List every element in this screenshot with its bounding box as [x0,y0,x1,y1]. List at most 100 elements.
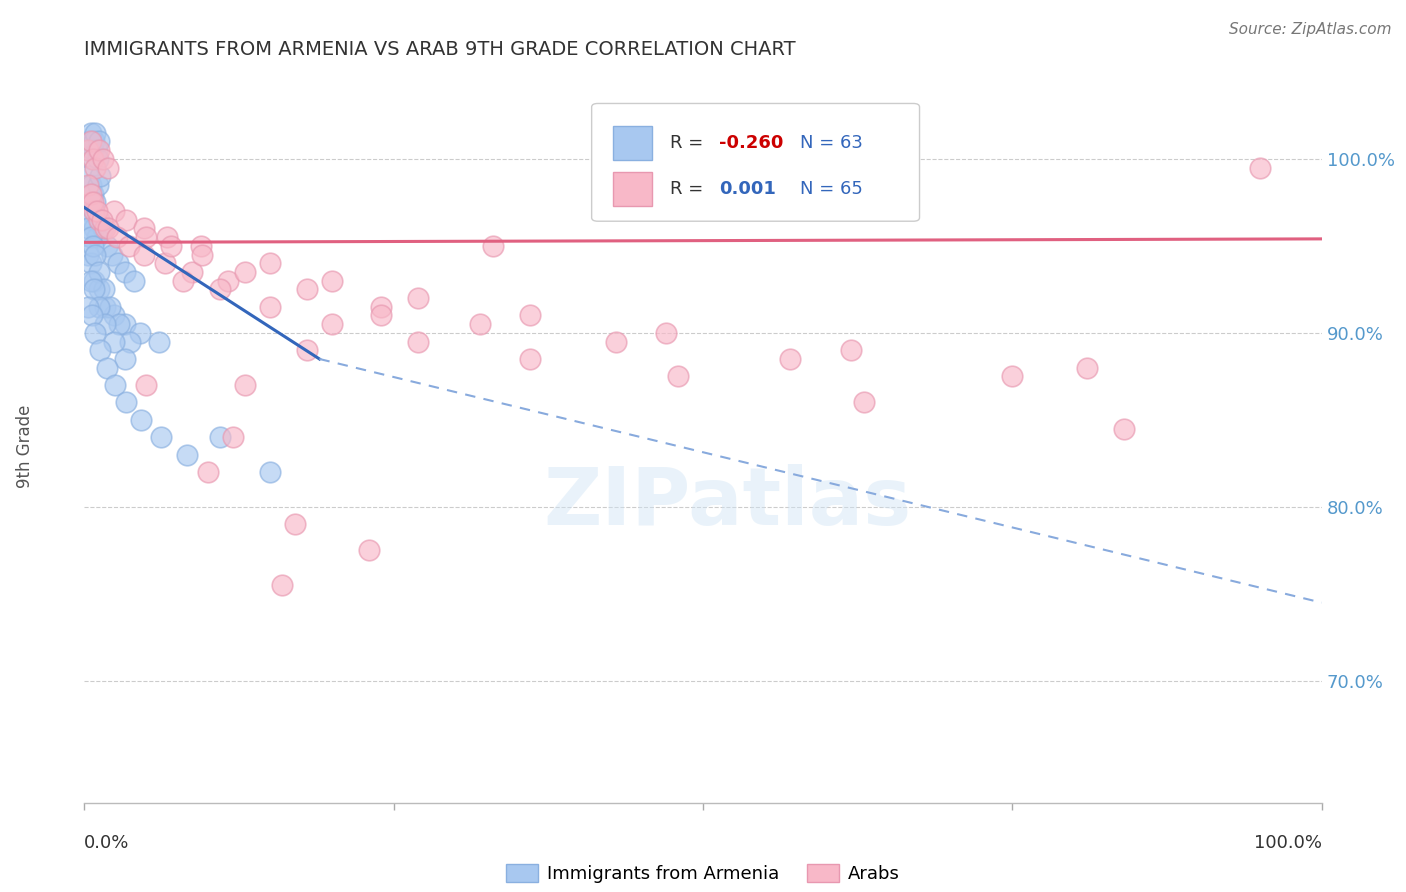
Text: 100.0%: 100.0% [1254,834,1322,852]
Point [83,204,105,219]
Point [89,265,111,279]
Point [77,300,100,314]
Point [80,309,103,323]
Point [197,465,219,479]
Point [120,334,142,349]
Point [86,204,108,219]
Point [89,143,111,157]
Point [222,430,245,444]
Point [93,282,115,296]
Point [97,221,120,235]
Text: 0.001: 0.001 [718,180,776,198]
Point [94,221,117,235]
Point [295,343,318,358]
Point [115,395,138,409]
Point [666,369,689,384]
Point [841,343,863,358]
Point [89,300,111,314]
Point [79,230,101,244]
Point [321,317,343,331]
Point [79,135,101,149]
Point [91,221,114,235]
Text: IMMIGRANTS FROM ARMENIA VS ARAB 9TH GRADE CORRELATION CHART: IMMIGRANTS FROM ARMENIA VS ARAB 9TH GRAD… [84,40,796,59]
Text: N = 65: N = 65 [800,180,862,198]
Text: 0.0%: 0.0% [84,834,129,852]
Point [79,195,101,210]
Point [79,178,101,192]
Point [82,239,104,253]
Text: R =: R = [669,134,703,152]
Point [77,143,100,157]
Point [233,378,256,392]
Bar [613,126,652,160]
Point [89,212,111,227]
Point [181,265,204,279]
Point [79,274,101,288]
Point [1112,421,1135,435]
Point [82,195,104,210]
Text: 9th Grade: 9th Grade [17,404,34,488]
Point [153,256,176,270]
Point [87,178,110,192]
Point [370,300,392,314]
Point [129,326,152,340]
Point [852,395,875,409]
Point [89,135,111,149]
Point [103,309,125,323]
Point [209,282,232,296]
Point [470,317,492,331]
Point [132,221,155,235]
Point [77,247,100,261]
Point [779,351,801,366]
Point [114,317,136,331]
Point [605,334,627,349]
Point [259,465,281,479]
Point [114,265,136,279]
Point [321,274,343,288]
Point [160,239,183,253]
Point [132,247,155,261]
Point [90,212,112,227]
Point [91,152,114,166]
Point [481,239,503,253]
Point [80,152,103,166]
Point [104,378,127,392]
Point [129,413,152,427]
Point [122,274,145,288]
Point [89,212,111,227]
Point [408,334,430,349]
Point [1249,161,1271,175]
Point [79,204,101,219]
Text: N = 63: N = 63 [800,134,862,152]
Point [79,186,101,201]
Point [259,256,281,270]
Point [82,143,104,157]
Point [135,378,157,392]
Point [89,169,111,184]
Point [108,317,131,331]
Point [115,212,138,227]
Point [83,135,105,149]
Point [84,326,107,340]
Point [176,448,198,462]
Point [284,517,307,532]
Point [94,300,117,314]
Legend: Immigrants from Armenia, Arabs: Immigrants from Armenia, Arabs [499,856,907,890]
Point [82,186,104,201]
Point [96,239,118,253]
Point [84,247,107,261]
Point [86,143,108,157]
Point [97,161,120,175]
Point [84,126,107,140]
Point [94,317,117,331]
Text: R =: R = [669,180,703,198]
Point [217,274,239,288]
Point [103,204,125,219]
Point [77,178,100,192]
Point [82,152,104,166]
Text: ZIPatlas: ZIPatlas [544,464,912,542]
Point [86,230,108,244]
Point [519,309,541,323]
Point [79,135,101,149]
Text: -0.260: -0.260 [718,134,783,152]
